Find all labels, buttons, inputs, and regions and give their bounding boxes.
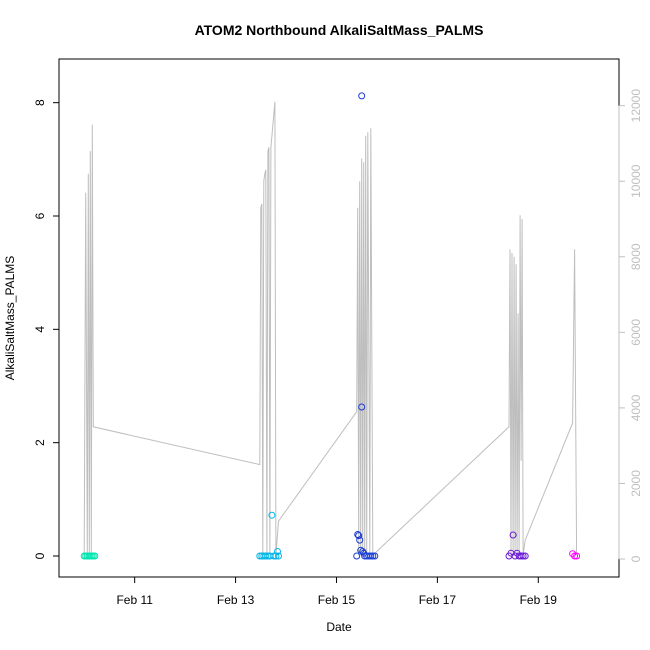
- y-tick-label: 6: [33, 212, 47, 219]
- data-point: [353, 552, 361, 560]
- altitude-line: [83, 101, 578, 557]
- data-point: [569, 550, 577, 558]
- y-tick-label: 8: [33, 99, 47, 106]
- y2-tick-label: 2000: [629, 470, 643, 497]
- data-point: [270, 552, 278, 560]
- data-point: [521, 552, 529, 560]
- data-point: [369, 552, 377, 560]
- y-axis-label: AlkaliSaltMass_PALMS: [3, 256, 17, 381]
- y-tick-label: 4: [33, 326, 47, 333]
- x-tick-label: Feb 11: [116, 593, 153, 607]
- data-point: [274, 548, 281, 555]
- x-axis: Feb 11 Feb 13 Feb 15 Feb 17 Feb 19: [116, 576, 558, 607]
- data-point: [573, 552, 581, 560]
- data-point: [359, 548, 367, 555]
- data-point: [358, 403, 366, 411]
- y2-axis: 0 2000 4000 6000 8000 10000 12000: [618, 89, 643, 562]
- data-point: [509, 531, 517, 539]
- data-point: [367, 552, 375, 560]
- x-tick-label: Feb 15: [318, 593, 356, 607]
- data-point: [519, 552, 527, 560]
- y-axis: 0 2 4 6 8: [33, 99, 60, 559]
- data-point: [571, 552, 579, 560]
- data-point: [358, 92, 366, 100]
- data-point: [517, 552, 525, 560]
- x-tick-label: Feb 19: [520, 593, 558, 607]
- data-point: [371, 552, 379, 560]
- data-point: [268, 511, 276, 519]
- x-axis-label: Date: [326, 620, 352, 634]
- altitude-line-layer: [83, 101, 578, 557]
- points-layer: [80, 92, 581, 560]
- y2-tick-label: 0: [629, 555, 643, 562]
- y2-tick-label: 4000: [629, 394, 643, 421]
- x-tick-label: Feb 13: [217, 593, 255, 607]
- y2-tick-label: 10000: [629, 164, 643, 198]
- chart-title: ATOM2 Northbound AlkaliSaltMass_PALMS: [195, 22, 484, 38]
- data-point: [355, 532, 363, 540]
- data-point: [356, 536, 364, 544]
- data-point: [272, 552, 280, 560]
- y-tick-label: 0: [33, 552, 47, 559]
- x-tick-label: Feb 17: [419, 593, 457, 607]
- data-point: [262, 552, 270, 560]
- plot-frame: [58, 58, 620, 578]
- y2-tick-label: 8000: [629, 243, 643, 270]
- y2-tick-label: 12000: [629, 89, 643, 123]
- data-point: [275, 552, 282, 560]
- y2-tick-label: 6000: [629, 319, 643, 346]
- data-point: [91, 552, 99, 560]
- y-tick-label: 2: [33, 439, 47, 446]
